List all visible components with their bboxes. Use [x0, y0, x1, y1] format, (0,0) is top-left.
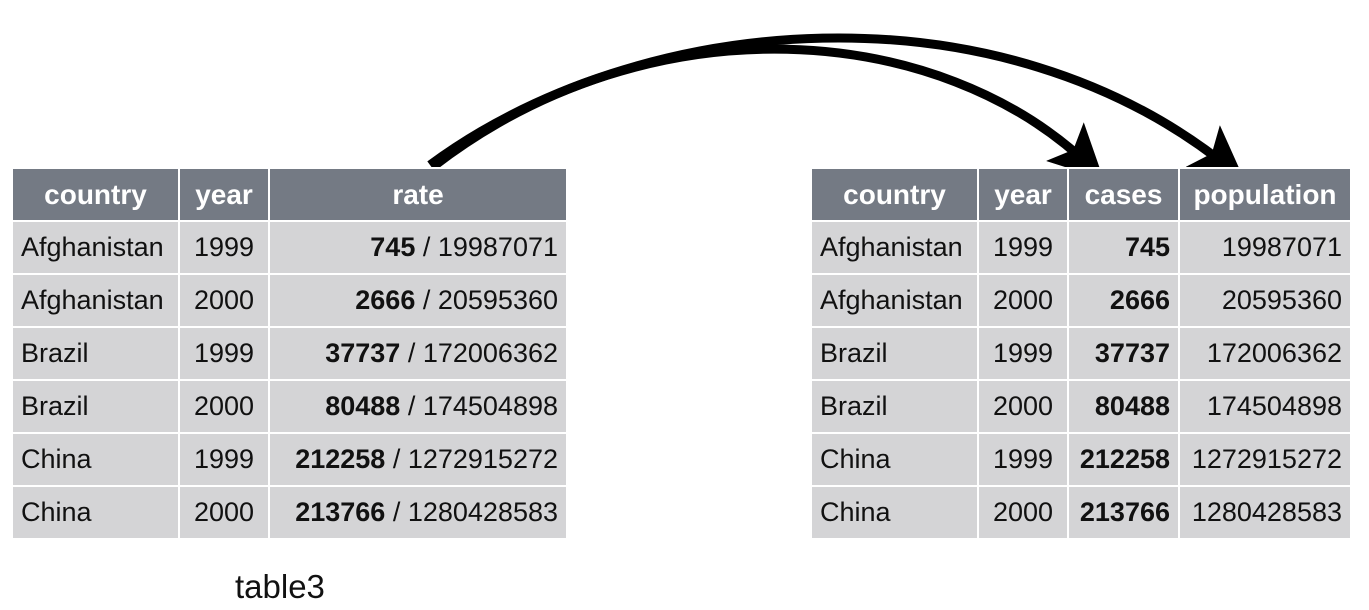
rate-separator: / [400, 338, 423, 368]
arrow-to-population [427, 33, 1245, 181]
table-row: Afghanistan 1999 745 19987071 [810, 220, 1352, 275]
table-row: Afghanistan 2000 2666 20595360 [810, 273, 1352, 328]
cell-rate: 2666 / 20595360 [268, 273, 568, 328]
rate-cases: 212258 [295, 444, 386, 474]
cell-year: 2000 [977, 379, 1069, 434]
table-row: Brazil 2000 80488 / 174504898 [11, 379, 568, 434]
cell-population: 174504898 [1178, 379, 1352, 434]
cell-population: 172006362 [1178, 326, 1352, 381]
cell-country: China [810, 485, 979, 540]
cell-year: 1999 [977, 432, 1069, 487]
header-rate: rate [268, 167, 568, 222]
rate-cases: 213766 [295, 497, 386, 527]
cell-rate: 213766 / 1280428583 [268, 485, 568, 540]
cell-country: Afghanistan [11, 220, 180, 275]
header-country: country [810, 167, 979, 222]
rate-cases: 2666 [355, 285, 416, 315]
header-population: population [1178, 167, 1352, 222]
rate-population: 19987071 [437, 232, 558, 262]
cell-cases: 2666 [1067, 273, 1180, 328]
cell-cases: 212258 [1067, 432, 1180, 487]
rate-separator: / [385, 497, 408, 527]
rate-population: 172006362 [422, 338, 558, 368]
cell-year: 1999 [178, 326, 270, 381]
cell-population: 19987071 [1178, 220, 1352, 275]
cell-country: China [11, 432, 180, 487]
arrow-to-cases [431, 44, 1104, 180]
rate-separator: / [415, 232, 438, 262]
cell-country: Afghanistan [810, 220, 979, 275]
table-row: Brazil 1999 37737 172006362 [810, 326, 1352, 381]
cell-cases: 37737 [1067, 326, 1180, 381]
rate-population: 1280428583 [407, 497, 558, 527]
cell-year: 1999 [977, 326, 1069, 381]
cell-population: 1272915272 [1178, 432, 1352, 487]
header-year: year [178, 167, 270, 222]
table3: country year rate Afghanistan 1999 745 /… [11, 167, 568, 540]
header-year: year [977, 167, 1069, 222]
cell-country: Brazil [810, 326, 979, 381]
cell-country: Brazil [11, 379, 180, 434]
rate-population: 1272915272 [407, 444, 558, 474]
header-country: country [11, 167, 180, 222]
cell-country: Brazil [11, 326, 180, 381]
cell-population: 1280428583 [1178, 485, 1352, 540]
cell-country: Brazil [810, 379, 979, 434]
table-row: China 1999 212258 / 1272915272 [11, 432, 568, 487]
cell-year: 2000 [178, 379, 270, 434]
table-caption: table3 [235, 568, 325, 605]
cell-rate: 745 / 19987071 [268, 220, 568, 275]
table-row: Brazil 2000 80488 174504898 [810, 379, 1352, 434]
cell-cases: 80488 [1067, 379, 1180, 434]
cell-rate: 80488 / 174504898 [268, 379, 568, 434]
rate-cases: 37737 [325, 338, 401, 368]
separated-table: country year cases population Afghanista… [810, 167, 1352, 540]
cell-cases: 745 [1067, 220, 1180, 275]
cell-year: 1999 [178, 432, 270, 487]
cell-country: China [11, 485, 180, 540]
cell-year: 2000 [977, 273, 1069, 328]
table-row: Afghanistan 2000 2666 / 20595360 [11, 273, 568, 328]
table-row: China 2000 213766 1280428583 [810, 485, 1352, 540]
cell-country: Afghanistan [810, 273, 979, 328]
cell-country: Afghanistan [11, 273, 180, 328]
rate-separator: / [415, 285, 438, 315]
table-row: China 2000 213766 / 1280428583 [11, 485, 568, 540]
table-row: Brazil 1999 37737 / 172006362 [11, 326, 568, 381]
cell-country: China [810, 432, 979, 487]
rate-cases: 80488 [325, 391, 401, 421]
table-row: Afghanistan 1999 745 / 19987071 [11, 220, 568, 275]
cell-year: 1999 [977, 220, 1069, 275]
rate-population: 174504898 [422, 391, 558, 421]
rate-population: 20595360 [437, 285, 558, 315]
cell-year: 2000 [178, 485, 270, 540]
cell-rate: 37737 / 172006362 [268, 326, 568, 381]
cell-rate: 212258 / 1272915272 [268, 432, 568, 487]
rate-cases: 745 [370, 232, 416, 262]
rate-separator: / [400, 391, 423, 421]
table-row: China 1999 212258 1272915272 [810, 432, 1352, 487]
cell-cases: 213766 [1067, 485, 1180, 540]
cell-year: 1999 [178, 220, 270, 275]
rate-separator: / [385, 444, 408, 474]
header-cases: cases [1067, 167, 1180, 222]
cell-population: 20595360 [1178, 273, 1352, 328]
cell-year: 2000 [178, 273, 270, 328]
cell-year: 2000 [977, 485, 1069, 540]
